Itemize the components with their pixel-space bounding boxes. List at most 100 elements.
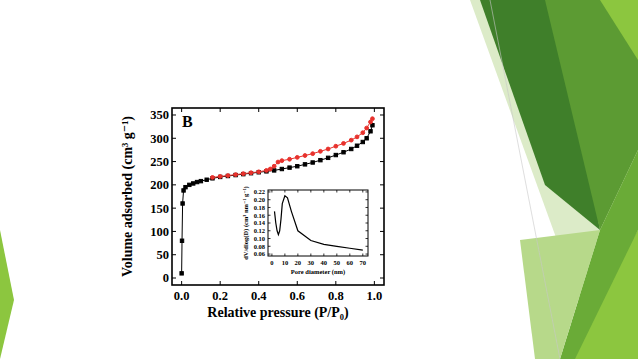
marker bbox=[257, 171, 260, 174]
marker bbox=[319, 149, 323, 153]
y-axis-label: Volume adsorbed (cm³ g⁻¹) bbox=[120, 116, 136, 277]
frame bbox=[268, 190, 368, 256]
y-tick-label: 0.08 bbox=[254, 243, 266, 250]
x-tick-label: 0.6 bbox=[289, 289, 305, 303]
series-line bbox=[274, 196, 362, 250]
marker bbox=[195, 180, 198, 183]
y-tick-label: 0.14 bbox=[254, 219, 266, 226]
marker bbox=[234, 173, 238, 177]
y-tick-label: 350 bbox=[150, 108, 169, 122]
marker bbox=[311, 152, 315, 156]
marker bbox=[257, 170, 261, 174]
series-line bbox=[212, 119, 372, 178]
y-tick-label: 0.10 bbox=[254, 235, 265, 242]
marker bbox=[365, 137, 368, 140]
x-tick-label: 0.0 bbox=[174, 289, 190, 303]
deco-shape bbox=[600, 0, 638, 60]
marker bbox=[180, 239, 183, 242]
marker bbox=[303, 163, 306, 166]
y-tick-label: 0 bbox=[163, 271, 169, 285]
marker bbox=[180, 272, 183, 275]
marker bbox=[272, 164, 276, 168]
x-tick-label: 0.2 bbox=[212, 289, 228, 303]
x-tick-label: 0.8 bbox=[328, 289, 344, 303]
marker bbox=[234, 173, 237, 176]
marker bbox=[361, 131, 365, 135]
y-axis-label: dV/dlog(D) (cm³ nm⁻¹ g⁻¹) bbox=[242, 186, 250, 260]
marker bbox=[350, 147, 353, 150]
plot-area bbox=[180, 117, 374, 275]
marker bbox=[199, 179, 202, 182]
deco-shape bbox=[520, 230, 600, 359]
marker bbox=[181, 202, 184, 205]
marker bbox=[311, 161, 314, 164]
deco-shape bbox=[470, 0, 638, 359]
x-tick-label: 1.0 bbox=[367, 289, 383, 303]
x-tick-label: 10 bbox=[282, 259, 289, 266]
y-tick-label: 0.22 bbox=[254, 188, 265, 195]
marker bbox=[296, 165, 299, 168]
x-tick-label: 40 bbox=[321, 259, 328, 266]
marker bbox=[241, 172, 245, 176]
y-tick-label: 100 bbox=[150, 225, 169, 239]
marker bbox=[249, 172, 252, 175]
marker bbox=[365, 126, 369, 130]
marker bbox=[334, 153, 337, 156]
marker bbox=[369, 130, 372, 133]
background bbox=[0, 0, 638, 359]
y-tick-label: 300 bbox=[150, 132, 169, 146]
marker bbox=[280, 159, 284, 163]
x-tick-label: 20 bbox=[295, 259, 302, 266]
y-tick-label: 200 bbox=[150, 178, 169, 192]
deco-line bbox=[490, 0, 560, 359]
marker bbox=[226, 174, 229, 177]
marker bbox=[218, 175, 222, 179]
chart: 0102030405060700.060.080.100.120.140.160… bbox=[242, 186, 368, 276]
panel-label: B bbox=[182, 113, 193, 130]
y-tick-label: 0.12 bbox=[254, 227, 265, 234]
y-tick-label: 0.20 bbox=[254, 196, 265, 203]
x-axis-label: Relative pressure (P/P₀) bbox=[207, 305, 349, 321]
marker bbox=[319, 158, 322, 161]
marker bbox=[342, 151, 345, 154]
marker bbox=[268, 167, 272, 171]
y-tick-label: 0.18 bbox=[254, 204, 266, 211]
marker bbox=[295, 155, 299, 159]
marker bbox=[288, 166, 291, 169]
marker bbox=[188, 183, 191, 186]
marker bbox=[276, 160, 280, 164]
marker bbox=[303, 154, 307, 158]
x-tick-label: 30 bbox=[308, 259, 315, 266]
x-tick-label: 0.4 bbox=[251, 289, 267, 303]
marker bbox=[369, 120, 373, 124]
decoration bbox=[0, 0, 638, 359]
x-tick-label: 70 bbox=[360, 259, 367, 266]
marker bbox=[226, 174, 230, 178]
marker bbox=[355, 135, 359, 139]
marker bbox=[326, 156, 329, 159]
x-tick-label: 0 bbox=[270, 259, 273, 266]
marker bbox=[355, 144, 358, 147]
marker bbox=[192, 182, 195, 185]
y-tick-label: 250 bbox=[150, 155, 169, 169]
marker bbox=[218, 175, 221, 178]
inset-background bbox=[268, 190, 368, 256]
y-tick-label: 50 bbox=[157, 248, 170, 262]
x-axis-label: Pore diameter (nm) bbox=[291, 268, 345, 276]
marker bbox=[361, 140, 364, 143]
marker bbox=[205, 178, 208, 181]
marker bbox=[334, 144, 338, 148]
series-line bbox=[182, 125, 373, 273]
marker bbox=[272, 169, 275, 172]
marker bbox=[288, 157, 292, 161]
marker bbox=[242, 172, 245, 175]
marker bbox=[349, 138, 353, 142]
x-tick-label: 50 bbox=[334, 259, 341, 266]
marker bbox=[342, 142, 346, 146]
marker bbox=[184, 185, 187, 188]
y-tick-label: 0.16 bbox=[254, 212, 266, 219]
marker bbox=[249, 171, 253, 175]
deco-shape bbox=[0, 230, 14, 359]
y-tick-label: 150 bbox=[150, 202, 169, 216]
marker bbox=[280, 167, 283, 170]
